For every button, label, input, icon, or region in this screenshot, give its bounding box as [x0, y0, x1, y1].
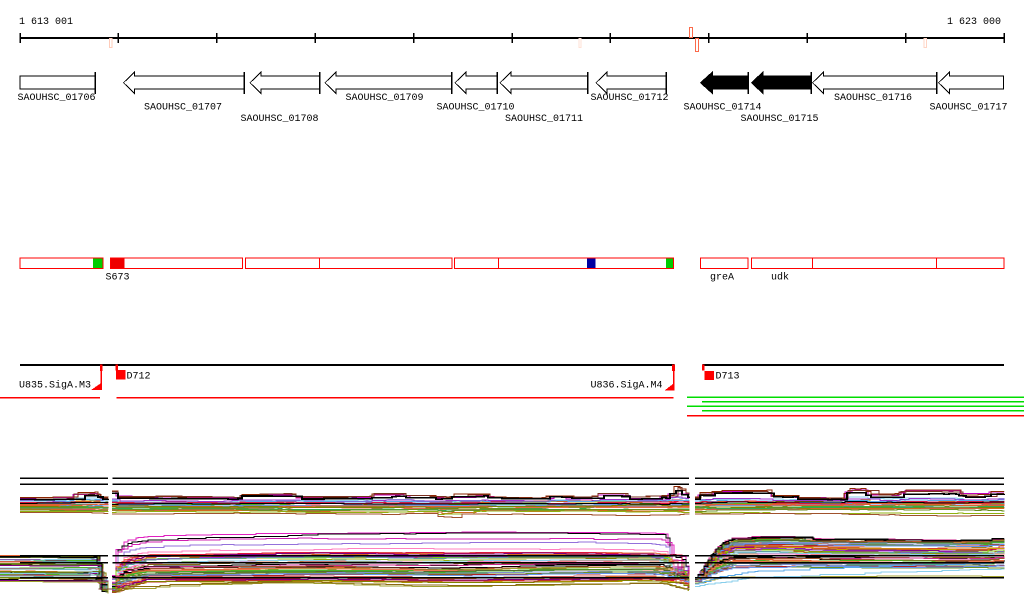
svg-text:SAOUHSC_01711: SAOUHSC_01711	[505, 114, 583, 125]
svg-text:D713: D713	[716, 372, 740, 383]
svg-text:U836.SigA.M4: U836.SigA.M4	[591, 380, 663, 392]
svg-text:greA: greA	[710, 273, 734, 284]
svg-text:SAOUHSC_01708: SAOUHSC_01708	[241, 114, 319, 125]
svg-text:S673: S673	[106, 273, 130, 284]
svg-text:SAOUHSC_01706: SAOUHSC_01706	[18, 93, 96, 104]
svg-text:1 623 000: 1 623 000	[947, 17, 1001, 28]
svg-text:SAOUHSC_01710: SAOUHSC_01710	[437, 103, 515, 114]
svg-text:SAOUHSC_01707: SAOUHSC_01707	[144, 103, 222, 114]
svg-text:SAOUHSC_01716: SAOUHSC_01716	[834, 93, 912, 104]
svg-text:SAOUHSC_01709: SAOUHSC_01709	[346, 93, 424, 104]
svg-text:1 613 001: 1 613 001	[19, 17, 73, 28]
svg-text:D712: D712	[127, 372, 151, 383]
svg-text:SAOUHSC_01717: SAOUHSC_01717	[930, 103, 1008, 114]
svg-text:udk: udk	[771, 272, 789, 284]
svg-text:SAOUHSC_01715: SAOUHSC_01715	[741, 114, 819, 125]
svg-text:SAOUHSC_01712: SAOUHSC_01712	[591, 93, 669, 104]
svg-text:SAOUHSC_01714: SAOUHSC_01714	[684, 103, 762, 114]
svg-text:U835.SigA.M3: U835.SigA.M3	[19, 380, 91, 392]
